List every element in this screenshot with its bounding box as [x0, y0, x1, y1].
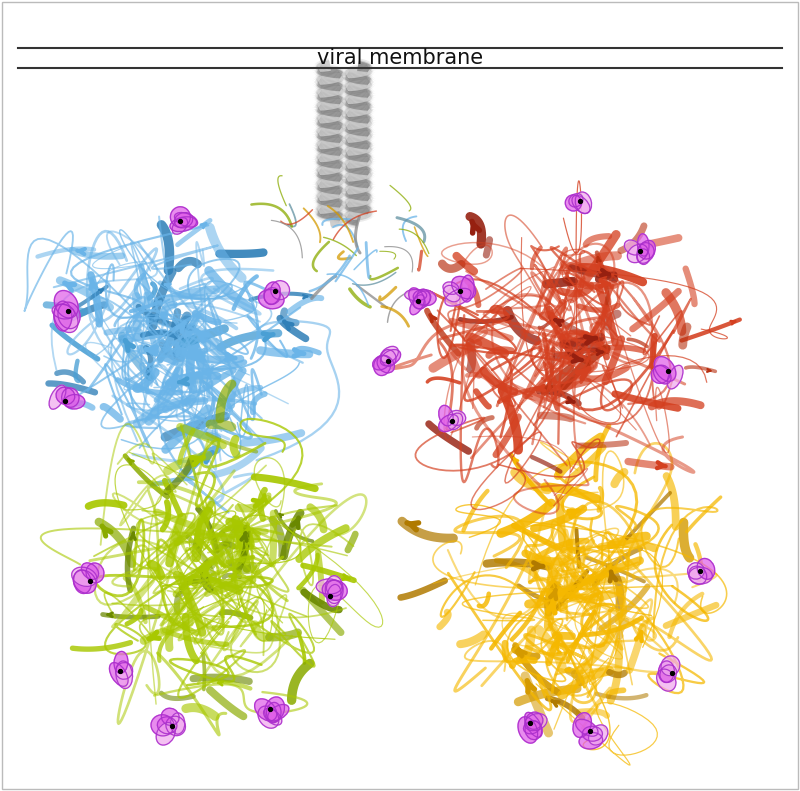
- Ellipse shape: [264, 282, 280, 305]
- Ellipse shape: [658, 661, 674, 683]
- Ellipse shape: [110, 663, 128, 687]
- Ellipse shape: [166, 716, 186, 736]
- Ellipse shape: [86, 563, 104, 583]
- Ellipse shape: [56, 387, 74, 404]
- Ellipse shape: [438, 405, 453, 426]
- Ellipse shape: [525, 713, 547, 731]
- Ellipse shape: [115, 663, 133, 679]
- Ellipse shape: [526, 712, 543, 729]
- Text: viral membrane: viral membrane: [317, 48, 483, 68]
- Ellipse shape: [54, 290, 78, 318]
- Ellipse shape: [380, 350, 401, 366]
- Ellipse shape: [638, 249, 650, 264]
- Ellipse shape: [572, 195, 590, 214]
- Ellipse shape: [438, 414, 458, 432]
- Ellipse shape: [667, 365, 683, 389]
- Ellipse shape: [52, 305, 74, 319]
- Ellipse shape: [417, 289, 430, 305]
- Ellipse shape: [64, 395, 85, 409]
- Ellipse shape: [654, 357, 676, 381]
- Ellipse shape: [170, 217, 197, 232]
- Ellipse shape: [322, 581, 347, 600]
- Ellipse shape: [637, 240, 655, 263]
- Ellipse shape: [414, 290, 436, 305]
- Ellipse shape: [258, 290, 284, 308]
- Ellipse shape: [638, 243, 654, 259]
- Ellipse shape: [116, 661, 133, 688]
- Ellipse shape: [525, 713, 542, 737]
- Ellipse shape: [589, 725, 608, 745]
- Ellipse shape: [174, 213, 193, 228]
- Ellipse shape: [525, 721, 542, 740]
- Ellipse shape: [156, 722, 175, 745]
- Ellipse shape: [657, 669, 676, 691]
- Ellipse shape: [264, 288, 280, 305]
- Ellipse shape: [326, 576, 343, 604]
- Ellipse shape: [162, 708, 179, 725]
- Ellipse shape: [566, 195, 582, 211]
- Ellipse shape: [74, 570, 96, 593]
- Ellipse shape: [170, 206, 190, 227]
- Ellipse shape: [518, 717, 538, 744]
- Ellipse shape: [461, 275, 474, 302]
- Ellipse shape: [697, 558, 714, 579]
- Ellipse shape: [582, 726, 602, 741]
- Ellipse shape: [575, 719, 598, 736]
- Ellipse shape: [377, 356, 394, 373]
- Ellipse shape: [409, 288, 425, 309]
- Ellipse shape: [62, 388, 79, 407]
- Ellipse shape: [380, 346, 398, 363]
- Ellipse shape: [263, 709, 282, 725]
- Ellipse shape: [268, 705, 289, 721]
- Ellipse shape: [266, 702, 281, 723]
- Ellipse shape: [373, 355, 390, 370]
- Ellipse shape: [258, 706, 279, 729]
- Ellipse shape: [443, 282, 459, 294]
- Ellipse shape: [638, 234, 649, 256]
- Ellipse shape: [579, 732, 602, 749]
- Ellipse shape: [661, 656, 680, 676]
- Ellipse shape: [151, 715, 174, 736]
- Ellipse shape: [569, 194, 583, 207]
- Ellipse shape: [326, 580, 342, 596]
- Ellipse shape: [448, 411, 466, 426]
- Ellipse shape: [689, 567, 712, 584]
- Ellipse shape: [445, 289, 471, 306]
- Ellipse shape: [54, 304, 78, 332]
- Ellipse shape: [523, 721, 540, 734]
- Ellipse shape: [174, 213, 198, 227]
- Ellipse shape: [172, 218, 187, 234]
- Ellipse shape: [660, 665, 677, 683]
- Ellipse shape: [410, 295, 424, 315]
- Ellipse shape: [573, 713, 591, 737]
- Ellipse shape: [627, 244, 648, 263]
- Ellipse shape: [405, 290, 426, 301]
- Ellipse shape: [687, 562, 704, 579]
- Ellipse shape: [114, 652, 128, 673]
- Ellipse shape: [49, 385, 66, 409]
- Ellipse shape: [381, 350, 396, 366]
- Ellipse shape: [448, 413, 462, 430]
- Ellipse shape: [170, 713, 185, 734]
- Ellipse shape: [374, 355, 390, 376]
- Ellipse shape: [689, 566, 706, 585]
- Ellipse shape: [654, 365, 671, 384]
- Ellipse shape: [270, 281, 290, 300]
- Ellipse shape: [651, 365, 670, 384]
- Ellipse shape: [575, 192, 591, 214]
- Ellipse shape: [327, 585, 341, 607]
- Ellipse shape: [414, 291, 430, 308]
- Ellipse shape: [316, 579, 342, 594]
- Ellipse shape: [82, 563, 98, 579]
- Ellipse shape: [54, 301, 72, 331]
- Ellipse shape: [74, 570, 91, 593]
- Ellipse shape: [443, 286, 460, 302]
- Ellipse shape: [72, 567, 97, 586]
- Ellipse shape: [265, 697, 285, 722]
- Ellipse shape: [158, 717, 177, 734]
- Ellipse shape: [452, 276, 476, 299]
- Ellipse shape: [254, 698, 277, 721]
- Ellipse shape: [624, 240, 642, 255]
- Ellipse shape: [58, 302, 80, 328]
